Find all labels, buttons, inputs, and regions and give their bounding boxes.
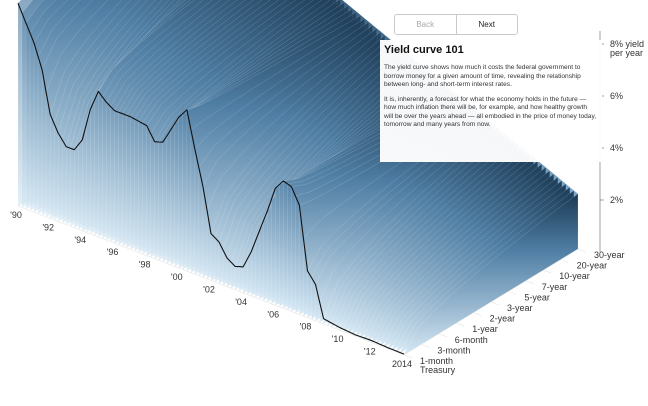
year-tick-label: '92 (42, 222, 54, 232)
yield-tick-label: 4% (610, 143, 623, 153)
maturity-tick-label: 30-year (594, 250, 625, 260)
year-axis: '90 '92 '94 '96 '98 '00 '02 '04 '06 '08 '10 '12 2014 (10, 210, 412, 369)
maturity-tick-label: 3-month (437, 345, 470, 355)
maturity-tick-label: 7-year (542, 282, 568, 292)
maturity-tick-label: 10-year (559, 271, 590, 281)
panel-paragraph-2: It is, inherently, a forecast for what t… (384, 95, 597, 129)
yield-tick-label: 8% yield (610, 39, 644, 49)
year-tick-label: '94 (74, 235, 86, 245)
year-tick-label: '02 (203, 284, 215, 294)
yield-tick-label: 2% (610, 195, 623, 205)
panel-paragraph-1: The yield curve shows how much it costs … (384, 64, 581, 89)
year-tick-label: '06 (267, 309, 279, 319)
maturity-tick-label: 5-year (524, 292, 550, 302)
year-tick-label: '96 (107, 247, 119, 257)
maturity-tick-label: 1-month (420, 356, 453, 366)
year-tick-label: '00 (171, 272, 183, 282)
year-tick-label: '90 (10, 210, 22, 220)
year-tick-label: '98 (139, 260, 151, 270)
maturity-tick-label: 1-year (472, 324, 498, 334)
year-tick-label: '10 (332, 334, 344, 344)
yield-tick-label: 6% (610, 91, 623, 101)
year-tick-label: '12 (364, 347, 376, 357)
year-tick-label: '08 (300, 322, 312, 332)
year-tick-label: '04 (235, 297, 247, 307)
year-tick-label: 2014 (392, 359, 412, 369)
maturity-tick-label: 2-year (490, 314, 516, 324)
one-month-yield-line (17, 2, 405, 355)
maturity-tick-label-2: Treasury (420, 365, 456, 375)
back-button[interactable]: Back (395, 15, 457, 34)
explanation-panel: Yield curve 101 The yield curve shows ho… (380, 40, 602, 162)
maturity-tick-label: 6-month (455, 335, 488, 345)
maturity-tick-label: 3-year (507, 303, 533, 313)
step-navigation: Back Next (394, 14, 518, 35)
maturity-tick-label: 20-year (577, 261, 608, 271)
next-button[interactable]: Next (456, 15, 517, 34)
surface-slice (403, 193, 579, 356)
yield-tick-label-2: per year (610, 48, 643, 58)
panel-title: Yield curve 101 (384, 44, 464, 56)
